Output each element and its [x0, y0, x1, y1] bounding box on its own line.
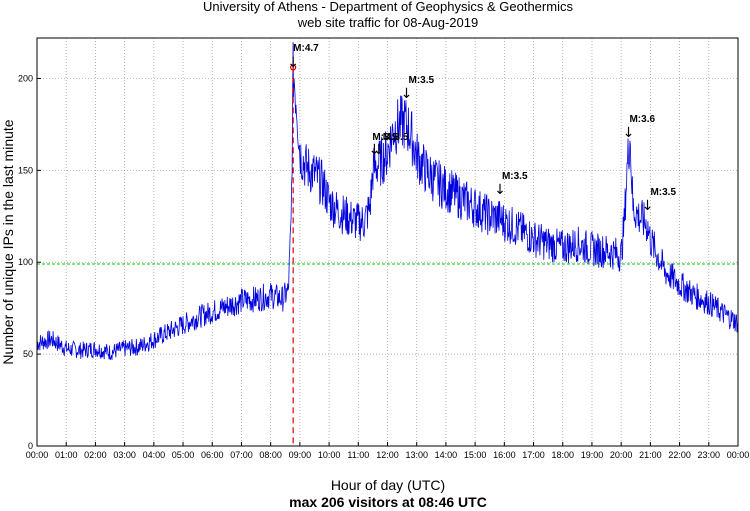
annotation-arrow: ↓ — [494, 182, 506, 198]
x-tick-label: 00:00 — [26, 450, 49, 460]
y-tick-label: 100 — [18, 257, 33, 267]
annotation-arrow: ↓ — [368, 142, 380, 158]
x-tick-labels: 00:00 01:00 02:00 03:00 04:00 05:00 06:00 07:00… — [26, 450, 750, 460]
x-tick-label: 12:00 — [376, 450, 399, 460]
x-tick-label: 17:00 — [522, 450, 545, 460]
x-tick-label: 00:00 — [727, 450, 750, 460]
y-tick-label: 50 — [23, 349, 33, 359]
max-marker-point — [290, 64, 297, 71]
annotation-label: M:3.5 — [372, 132, 398, 143]
annotation-arrow: ↓ — [623, 125, 635, 141]
chart-subtitle: web site traffic for 08-Aug-2019 — [297, 15, 478, 30]
x-tick-label: 09:00 — [289, 450, 312, 460]
x-tick-label: 18:00 — [551, 450, 574, 460]
y-tick-label: 200 — [18, 73, 33, 83]
x-tick-label: 23:00 — [698, 450, 721, 460]
x-tick-label: 01:00 — [55, 450, 78, 460]
y-axis-label: Number of unique IPs in the last minute — [0, 119, 16, 364]
plot-frame — [36, 37, 739, 447]
grid-lines — [36, 38, 739, 447]
x-tick-label: 21:00 — [639, 450, 662, 460]
y-tick-label: 0 — [28, 441, 33, 451]
x-tick-label: 20:00 — [610, 450, 633, 460]
x-tick-label: 06:00 — [201, 450, 224, 460]
x-tick-label: 04:00 — [143, 450, 166, 460]
x-tick-label: 22:00 — [668, 450, 691, 460]
x-axis-label: Hour of day (UTC) — [331, 477, 445, 493]
x-tick-label: 07:00 — [230, 450, 253, 460]
annotation-label: M:4.7 — [293, 43, 319, 54]
max-marker-line-group — [290, 64, 297, 446]
x-tick-label: 02:00 — [84, 450, 107, 460]
annotation-arrow: ↓ — [287, 55, 299, 71]
max-visitors-footer: max 206 visitors at 08:46 UTC — [289, 494, 487, 510]
x-tick-label: 14:00 — [435, 450, 458, 460]
annotation-arrow: ↓ — [373, 142, 385, 158]
y-tick-labels: 0 50 100 150 200 — [18, 73, 33, 451]
x-tick-label: 11:00 — [347, 450, 369, 460]
annotation-label: M:3.5 — [383, 132, 409, 143]
annotation-label: M:3.5 — [502, 171, 528, 182]
annotations-group: M:4.7↓M:3.5↓M:3.5↓M:3.5↓M:3.5↓M:3.6↓M:3.… — [287, 43, 676, 214]
chart-title: University of Athens - Department of Geo… — [203, 0, 573, 14]
x-tick-label: 08:00 — [259, 450, 282, 460]
annotation-label: M:3.6 — [629, 114, 655, 125]
series-group — [36, 42, 739, 360]
annotation-arrow: ↓ — [642, 198, 654, 214]
x-tick-label: 10:00 — [318, 450, 341, 460]
x-tick-label: 05:00 — [172, 450, 195, 460]
series-line — [36, 42, 739, 360]
annotation-label: M:3.5 — [408, 75, 434, 86]
x-tick-label: 16:00 — [493, 450, 516, 460]
annotation-arrow: ↓ — [401, 86, 413, 102]
x-tick-label: 19:00 — [581, 450, 604, 460]
annotation-label: M:3.5 — [650, 187, 676, 198]
x-tick-label: 03:00 — [113, 450, 136, 460]
y-tick-label: 150 — [18, 165, 33, 175]
x-tick-label: 13:00 — [405, 450, 428, 460]
x-tick-label: 15:00 — [464, 450, 487, 460]
